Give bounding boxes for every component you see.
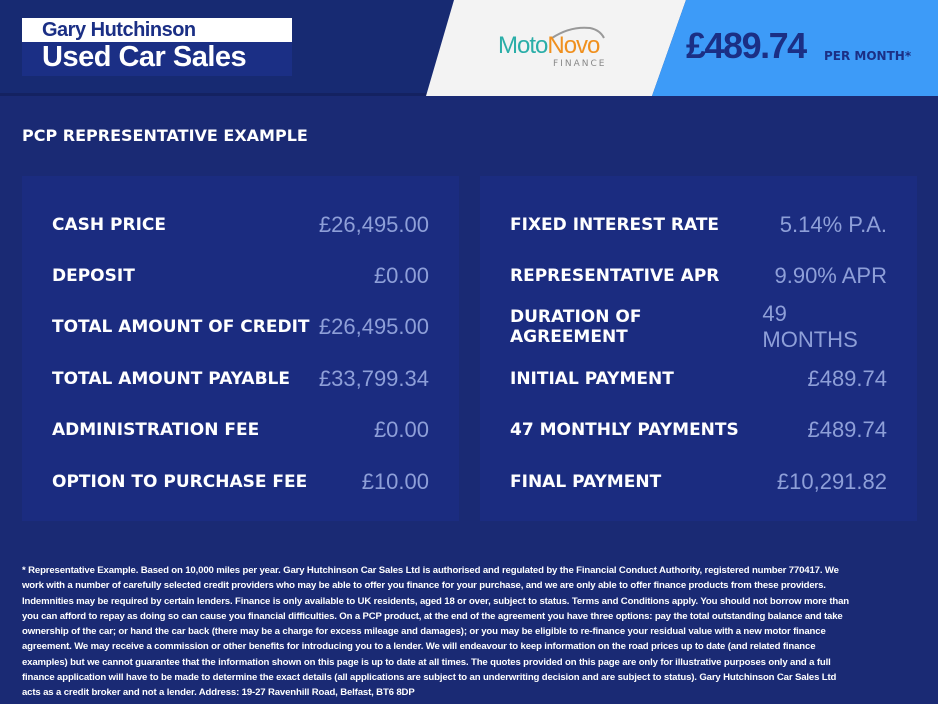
finance-row: INITIAL PAYMENT £489.74 [480, 353, 917, 404]
finance-value: £26,495.00 [318, 211, 429, 237]
monthly-price-box: £489.74 PER MONTH* [652, 0, 938, 96]
finance-row: DEPOSIT £0.00 [22, 250, 459, 301]
left-panel: CASH PRICE £26,495.00 DEPOSIT £0.00 TOTAL AM… [22, 176, 459, 521]
finance-label: OPTION TO PURCHASE FEE [52, 471, 308, 492]
finance-label: ADMINISTRATION FEE [52, 420, 260, 441]
dealer-logo: Gary Hutchinson Used Car Sales [22, 18, 292, 76]
finance-value: £0.00 [373, 263, 429, 289]
finance-value: £33,799.34 [318, 365, 429, 391]
monthly-price: £489.74 [686, 25, 807, 66]
finance-label: 47 MONTHLY PAYMENTS [510, 420, 739, 441]
finance-row: REPRESENTATIVE APR 9.90% APR [480, 250, 917, 301]
finance-row: 47 MONTHLY PAYMENTS £489.74 [480, 405, 917, 456]
header: Gary Hutchinson Used Car Sales MotoNovo … [0, 0, 938, 96]
finance-value: £10,291.82 [776, 468, 887, 494]
per-month-label: PER MONTH* [824, 49, 912, 63]
logo-moto: Moto [498, 32, 548, 59]
finance-label: REPRESENTATIVE APR [510, 266, 720, 287]
finance-label: INITIAL PAYMENT [510, 368, 674, 389]
finance-value: £489.74 [807, 417, 887, 443]
finance-value: 9.90% APR [774, 263, 887, 289]
finance-label: TOTAL AMOUNT OF CREDIT [52, 317, 310, 338]
car-swoosh-icon [551, 26, 605, 39]
finance-label: CASH PRICE [52, 214, 166, 235]
finance-label: FINAL PAYMENT [510, 471, 662, 492]
logo-novo: Novo [547, 32, 600, 59]
finance-value: £489.74 [807, 365, 887, 391]
logo-finance: FINANCE [553, 59, 607, 69]
finance-row: FIXED INTEREST RATE 5.14% P.A. [480, 199, 917, 250]
finance-row: DURATION OF AGREEMENT 49 MONTHS [480, 301, 917, 353]
finance-value: 49 MONTHS [762, 301, 858, 353]
right-panel: FIXED INTEREST RATE 5.14% P.A. REPRESENTAT… [480, 176, 917, 521]
finance-row: FINAL PAYMENT £10,291.82 [480, 456, 917, 507]
finance-value: £10.00 [361, 468, 429, 494]
disclaimer-text: * Representative Example. Based on 10,00… [22, 565, 850, 699]
finance-row: OPTION TO PURCHASE FEE £10.00 [22, 456, 459, 507]
motonovo-logo: MotoNovo FINANCE [426, 0, 686, 96]
finance-value: £0.00 [373, 417, 429, 443]
section-title: PCP REPRESENTATIVE EXAMPLE [22, 126, 308, 145]
finance-row: TOTAL AMOUNT OF CREDIT £26,495.00 [22, 302, 459, 353]
finance-label: DEPOSIT [52, 266, 135, 287]
finance-row: CASH PRICE £26,495.00 [22, 199, 459, 250]
dealer-name: Gary Hutchinson [42, 19, 196, 41]
finance-value: 5.14% P.A. [779, 211, 887, 237]
finance-row: ADMINISTRATION FEE £0.00 [22, 405, 459, 456]
finance-label: TOTAL AMOUNT PAYABLE [52, 368, 290, 389]
finance-label: DURATION OF AGREEMENT [510, 307, 642, 348]
finance-value: £26,495.00 [318, 314, 429, 340]
finance-row: TOTAL AMOUNT PAYABLE £33,799.34 [22, 353, 459, 404]
finance-label: FIXED INTEREST RATE [510, 214, 720, 235]
dealer-tagline: Used Car Sales [42, 41, 247, 73]
